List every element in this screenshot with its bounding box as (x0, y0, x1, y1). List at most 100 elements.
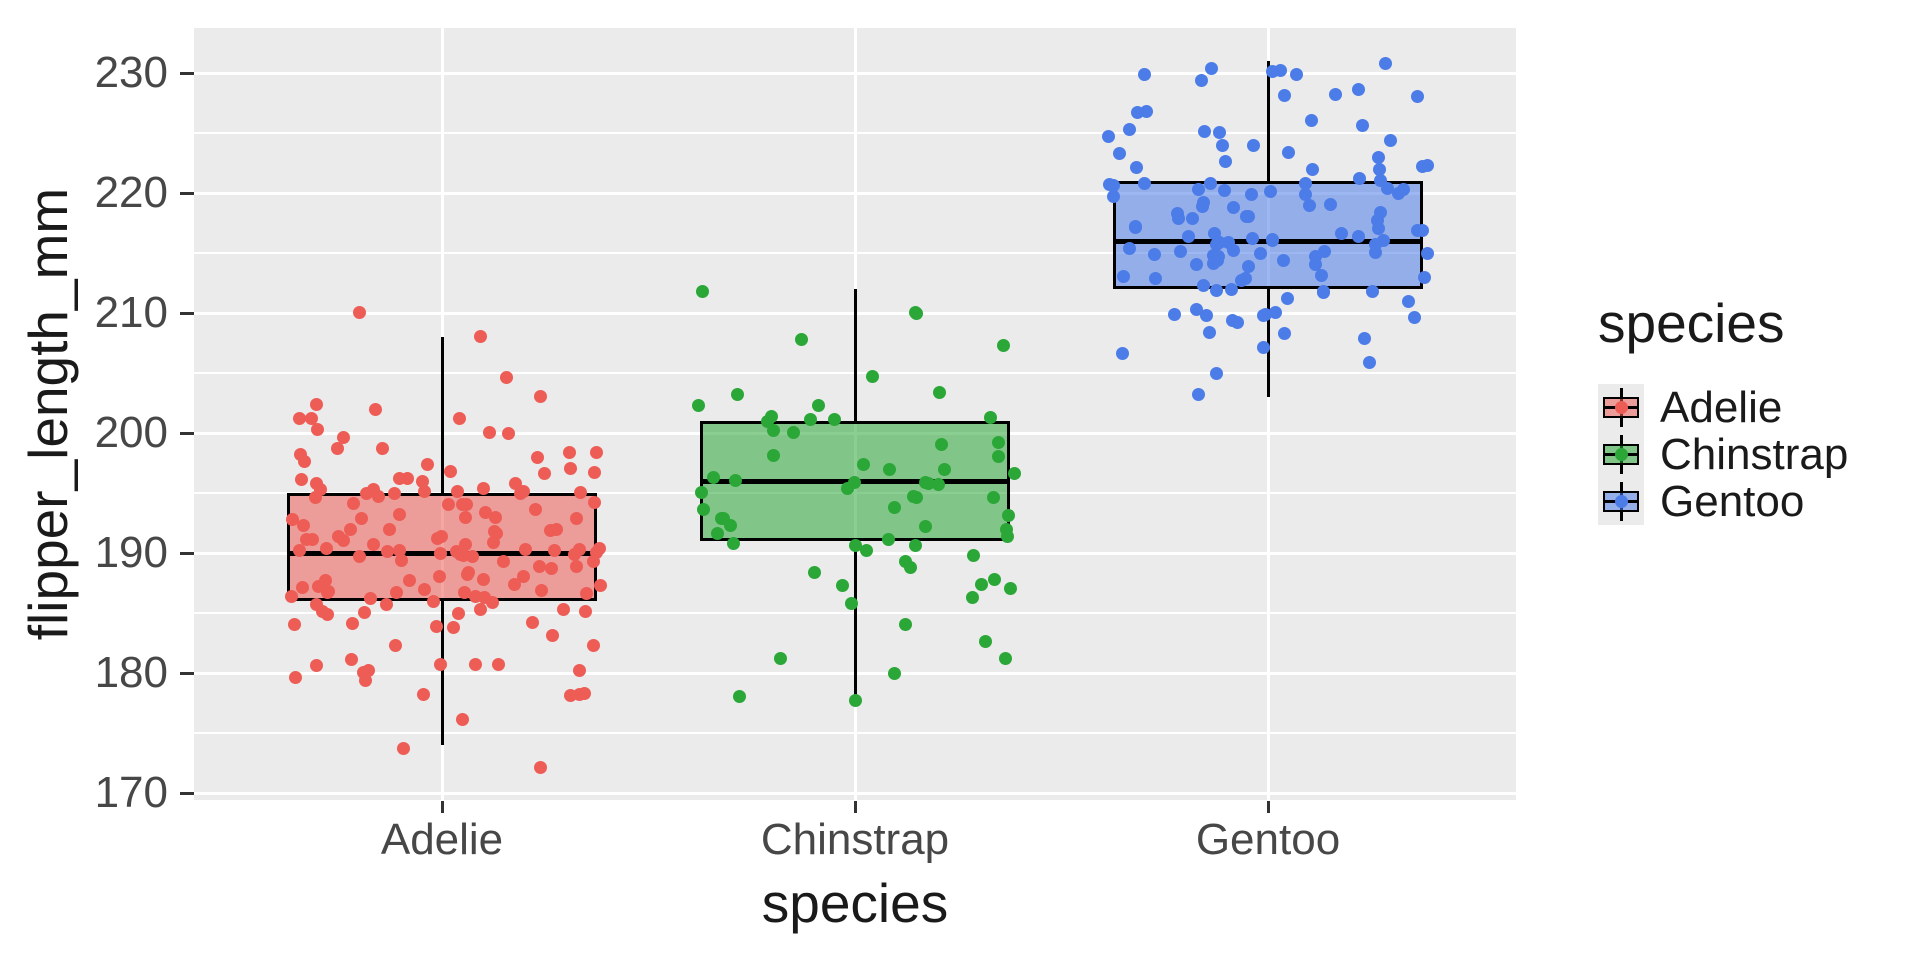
jitter-point-gentoo (1381, 182, 1395, 196)
jitter-point-gentoo (1204, 176, 1218, 190)
jitter-point-adelie (473, 602, 487, 616)
jitter-point-adelie (295, 472, 309, 486)
jitter-point-adelie (380, 545, 394, 559)
jitter-point-adelie (519, 542, 533, 556)
jitter-point-gentoo (1266, 233, 1280, 247)
y-tick-label: 190 (94, 528, 168, 577)
jitter-point-gentoo (1264, 185, 1278, 199)
jitter-point-adelie (570, 512, 584, 525)
jitter-point-adelie (344, 653, 358, 667)
jitter-point-gentoo (1277, 254, 1290, 268)
jitter-point-adelie (304, 411, 318, 425)
jitter-point-adelie (430, 620, 444, 634)
jitter-point-adelie (353, 306, 367, 320)
jitter-point-adelie (477, 572, 491, 586)
jitter-point-chinstrap (774, 652, 788, 666)
jitter-point-adelie (483, 426, 497, 440)
jitter-point-chinstrap (1002, 509, 1016, 523)
box-adelie (287, 493, 597, 601)
major-gridline-vertical (1266, 28, 1270, 800)
jitter-point-adelie (496, 555, 510, 569)
jitter-point-adelie (573, 688, 587, 702)
jitter-point-gentoo (1209, 284, 1223, 298)
jitter-point-gentoo (1230, 316, 1244, 330)
jitter-point-adelie (289, 670, 303, 684)
jitter-point-adelie (451, 484, 465, 498)
jitter-point-gentoo (1420, 247, 1434, 261)
jitter-point-adelie (337, 533, 351, 547)
jitter-point-adelie (354, 512, 368, 526)
jitter-point-gentoo (1408, 310, 1422, 324)
y-tick-label: 180 (94, 648, 168, 697)
jitter-point-adelie (452, 607, 466, 621)
jitter-point-gentoo (1353, 171, 1367, 185)
jitter-point-gentoo (1278, 88, 1292, 102)
jitter-point-gentoo (1149, 272, 1163, 286)
jitter-point-chinstrap (866, 370, 880, 384)
y-tick-mark (180, 191, 194, 195)
jitter-point-gentoo (1299, 176, 1313, 190)
jitter-point-adelie (460, 568, 474, 582)
jitter-point-adelie (433, 657, 447, 671)
jitter-point-gentoo (1256, 340, 1270, 354)
jitter-point-chinstrap (992, 435, 1006, 449)
y-tick-mark (180, 71, 194, 75)
jitter-point-adelie (393, 507, 407, 521)
jitter-point-adelie (293, 543, 307, 557)
jitter-point-gentoo (1241, 209, 1255, 223)
jitter-point-gentoo (1198, 125, 1212, 139)
jitter-point-adelie (292, 411, 306, 425)
jitter-point-gentoo (1112, 147, 1126, 161)
jitter-point-adelie (430, 531, 444, 545)
jitter-point-chinstrap (811, 398, 825, 412)
jitter-point-adelie (478, 506, 492, 520)
jitter-point-gentoo (1122, 241, 1136, 255)
jitter-point-gentoo (1225, 282, 1239, 296)
x-tick-label: Adelie (380, 815, 504, 864)
legend-key-gentoo (1598, 477, 1644, 525)
jitter-point-gentoo (1323, 197, 1337, 211)
whisker-lower-chinstrap (853, 541, 857, 697)
jitter-point-adelie (320, 608, 334, 622)
jitter-point-gentoo (1411, 224, 1425, 238)
y-tick-label: 200 (94, 408, 168, 457)
jitter-point-gentoo (1215, 139, 1229, 153)
jitter-point-adelie (331, 441, 345, 455)
jitter-point-chinstrap (987, 490, 1001, 504)
jitter-point-adelie (446, 620, 460, 634)
jitter-point-adelie (416, 475, 430, 489)
jitter-point-gentoo (1129, 161, 1143, 175)
jitter-point-gentoo (1227, 201, 1241, 215)
y-tick-label: 230 (94, 48, 168, 97)
jitter-point-chinstrap (988, 572, 1002, 586)
jitter-point-gentoo (1304, 114, 1318, 128)
jitter-point-adelie (420, 458, 434, 472)
jitter-point-gentoo (1137, 68, 1151, 82)
jitter-point-adelie (337, 431, 351, 445)
jitter-point-gentoo (1209, 238, 1223, 252)
jitter-point-adelie (389, 639, 403, 653)
jitter-point-adelie (417, 688, 431, 702)
jitter-point-adelie (418, 485, 432, 499)
jitter-point-gentoo (1281, 291, 1295, 305)
jitter-point-adelie (310, 658, 324, 672)
jitter-point-gentoo (1411, 89, 1425, 103)
jitter-point-gentoo (1254, 246, 1268, 260)
jitter-point-gentoo (1218, 183, 1232, 197)
jitter-point-adelie (392, 544, 406, 558)
y-axis-title: flipper_length_mm (17, 187, 79, 641)
jitter-point-adelie (459, 538, 473, 552)
jitter-point-adelie (433, 570, 447, 584)
jitter-point-adelie (569, 559, 583, 573)
jitter-point-chinstrap (967, 548, 981, 562)
jitter-point-gentoo (1366, 284, 1380, 298)
jitter-point-chinstrap (860, 544, 874, 558)
jitter-point-gentoo (1222, 236, 1236, 250)
jitter-point-gentoo (1107, 190, 1121, 204)
y-tick-label: 220 (94, 168, 168, 217)
jitter-point-chinstrap (728, 473, 742, 487)
jitter-point-adelie (417, 583, 431, 597)
y-tick-mark (180, 671, 194, 675)
jitter-point-gentoo (1191, 388, 1205, 402)
jitter-point-adelie (458, 511, 472, 525)
